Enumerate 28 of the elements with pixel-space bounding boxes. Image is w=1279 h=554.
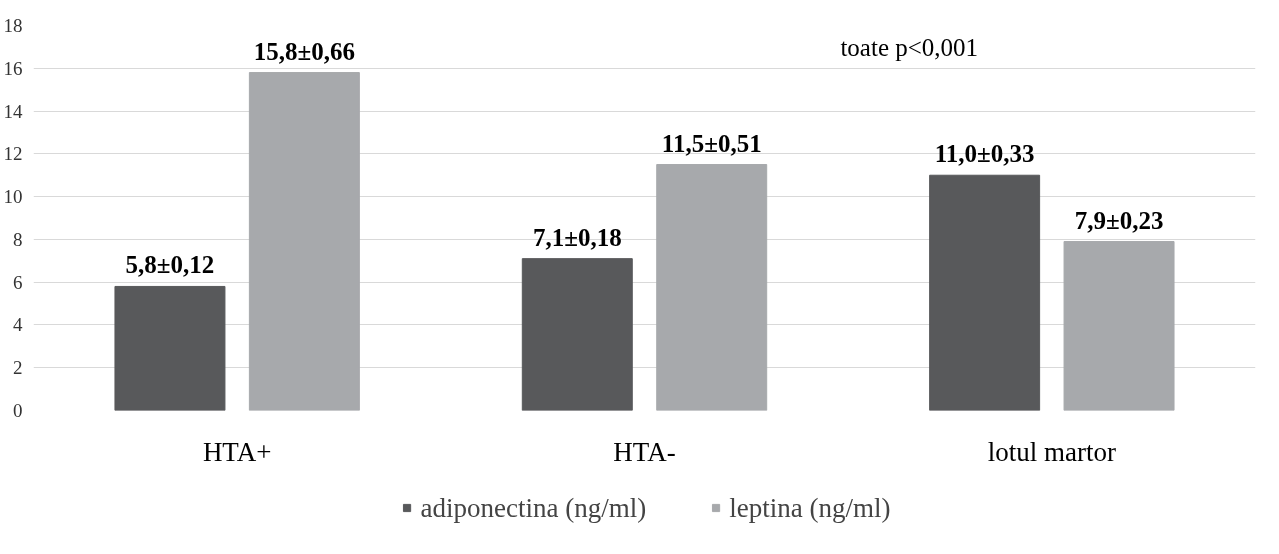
bar	[248, 72, 360, 411]
bar	[929, 174, 1041, 411]
data-label: 7,9±0,23	[1074, 206, 1164, 234]
bar	[1063, 241, 1175, 411]
y-tick-label: 14	[3, 100, 23, 122]
bar	[114, 285, 226, 411]
y-tick-label: 18	[3, 15, 23, 36]
data-label: 11,0±0,33	[934, 140, 1035, 168]
y-tick-label: 0	[13, 400, 23, 421]
data-label: 11,5±0,51	[661, 129, 762, 157]
x-tick-label: HTA+	[202, 436, 272, 467]
annotation: toate p<0,001	[840, 33, 979, 61]
bar	[656, 164, 768, 411]
bar	[521, 258, 633, 411]
y-tick-label: 12	[3, 143, 23, 165]
data-label: 7,1±0,18	[532, 223, 622, 251]
data-label: 5,8±0,12	[125, 251, 215, 279]
legend-label: adiponectina (ng/ml)	[420, 492, 647, 523]
x-tick-label: HTA-	[613, 436, 676, 467]
data-label: 15,8±0,66	[253, 37, 355, 65]
y-tick-label: 6	[13, 271, 23, 293]
x-tick-label: lotul martor	[987, 436, 1116, 467]
y-tick-label: 10	[3, 186, 23, 208]
y-tick-label: 8	[13, 228, 23, 250]
y-tick-label: 4	[13, 314, 23, 336]
y-tick-label: 16	[3, 57, 23, 79]
y-tick-label: 2	[13, 357, 23, 379]
legend-label: leptina (ng/ml)	[729, 492, 891, 523]
